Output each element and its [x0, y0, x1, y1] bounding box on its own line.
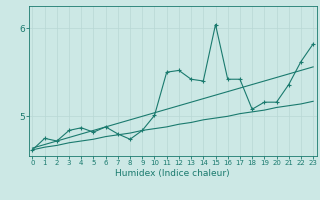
- X-axis label: Humidex (Indice chaleur): Humidex (Indice chaleur): [116, 169, 230, 178]
